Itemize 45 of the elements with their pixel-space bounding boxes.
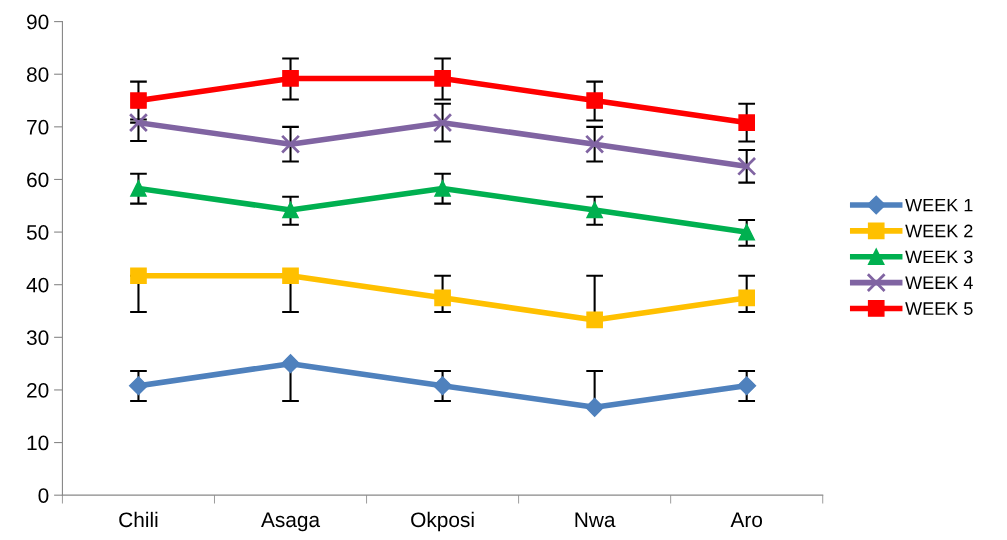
point [738,289,756,307]
legend-label: WEEK 2 [905,224,973,238]
point [738,114,756,131]
y-tick-label: 0 [38,488,49,503]
point [282,70,299,87]
point [130,92,147,109]
point [434,70,451,87]
y-tick-label: 20 [27,382,49,398]
point [434,180,451,197]
point [130,180,147,197]
x-tick-label: Asaga [261,512,321,532]
point [432,112,453,133]
legend-label: WEEK 5 [905,302,973,315]
y-tick-label: 90 [27,14,49,30]
point [736,156,757,177]
point [586,311,603,329]
x-tick-label: Nwa [575,512,616,528]
point [586,201,603,219]
point [586,92,603,109]
point [128,376,148,396]
point [282,267,299,285]
legend-label: WEEK 3 [905,250,973,264]
x-tick-label: Chili [119,511,158,528]
legend-label: WEEK 4 [905,276,973,289]
point [280,354,301,374]
point [282,201,299,219]
point [737,376,757,396]
y-tick-label: 50 [26,225,49,240]
y-tick-label: 70 [27,119,49,135]
point [434,289,451,307]
x-tick-label: Okposi [411,511,474,532]
y-tick-label: 30 [26,330,49,346]
point [584,134,605,154]
point [585,397,605,417]
y-tick-label: 60 [27,172,49,188]
y-tick-label: 80 [26,67,49,82]
point [130,267,147,285]
point [128,112,149,133]
y-tick-label: 40 [26,277,49,293]
y-tick-label: 10 [27,435,49,451]
legend-label: WEEK 1 [905,198,973,212]
point [280,134,301,154]
point [433,376,453,396]
point [738,223,756,241]
x-tick-label: Aro [730,512,763,528]
